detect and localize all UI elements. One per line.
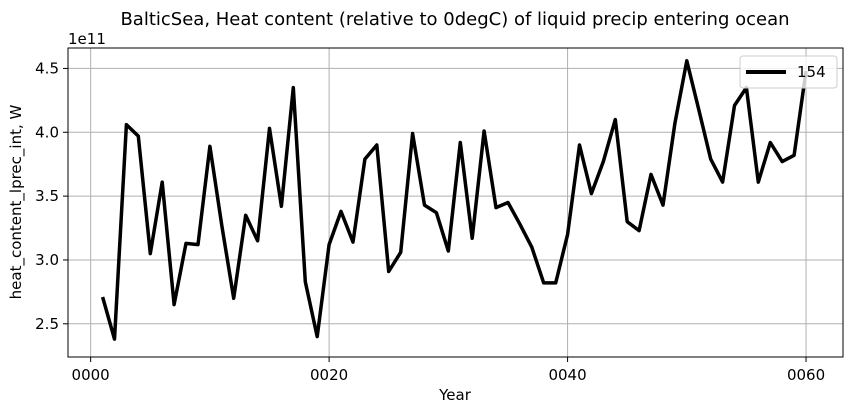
y-tick-label: 4.0 — [35, 123, 59, 141]
y-tick-label: 3.0 — [35, 251, 59, 269]
x-tick-label: 0000 — [72, 366, 110, 384]
series-line-154 — [100, 59, 808, 341]
legend-label: 154 — [797, 63, 826, 81]
chart-title: BalticSea, Heat content (relative to 0de… — [120, 9, 789, 30]
y-axis-label: heat_content_lprec_int, W — [7, 105, 26, 300]
y-axis-ticks: 2.5 3.0 3.5 4.0 4.5 — [35, 59, 68, 333]
series-lines — [100, 59, 808, 341]
x-axis-label: Year — [438, 386, 472, 404]
x-tick-label: 0020 — [310, 366, 348, 384]
y-axis-offset-label: 1e11 — [68, 30, 106, 48]
plot-frame — [67, 47, 844, 358]
legend-box — [739, 55, 838, 89]
x-tick-label: 0040 — [548, 366, 586, 384]
x-tick-label: 0060 — [787, 366, 825, 384]
legend: 154 — [739, 55, 838, 89]
plot-area — [68, 48, 843, 357]
y-tick-label: 4.5 — [35, 59, 59, 77]
x-axis-ticks: 0000 0020 0040 0060 — [72, 357, 825, 384]
y-tick-label: 3.5 — [35, 187, 59, 205]
y-tick-label: 2.5 — [35, 315, 59, 333]
